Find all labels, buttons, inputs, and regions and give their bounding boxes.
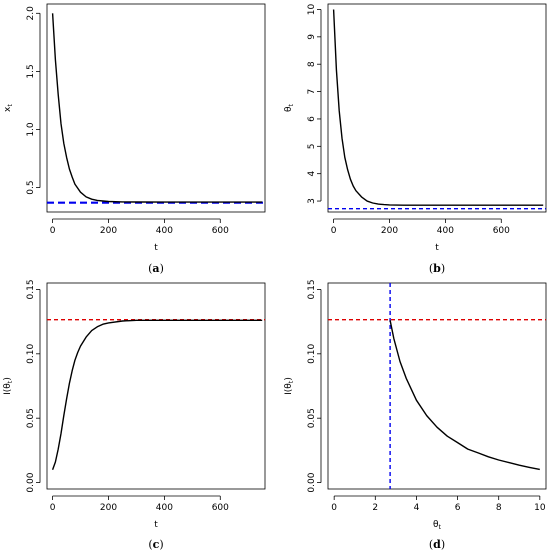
panel-caption: (a) [148, 262, 164, 275]
x-tick-label: 200 [100, 226, 117, 236]
x-tick-label: 400 [437, 226, 454, 236]
y-tick-label: 0.15 [307, 279, 317, 299]
series-line [389, 320, 540, 471]
x-tick-label: 400 [156, 226, 173, 236]
y-axis-label: I(θt) [284, 377, 295, 395]
x-tick-label: 600 [212, 503, 229, 513]
x-tick-label: 0 [331, 503, 337, 513]
x-tick-label: 400 [156, 503, 173, 513]
panel-caption: (c) [148, 538, 163, 551]
y-axis-label: I(θt) [3, 377, 14, 395]
y-tick-label: 0.15 [26, 279, 36, 299]
y-tick-label: 0.00 [26, 472, 36, 492]
y-axis-label: θt [284, 104, 295, 113]
y-tick-label: 7 [307, 89, 317, 95]
x-tick-label: 600 [212, 226, 229, 236]
panel-b: 0 200 400 600 3 4 5 6 7 8 9 10 t θt (b) [284, 3, 547, 275]
x-axis-label: t [154, 243, 158, 253]
series-line [51, 13, 263, 203]
y-tick-label: 1.5 [26, 64, 36, 78]
x-axis-label: θt [433, 520, 442, 531]
panel-a: 0 200 400 600 0.5 1.0 1.5 2.0 t xt (a) [3, 3, 266, 275]
y-tick-label: 0.05 [26, 408, 36, 428]
x-tick-label: 0 [50, 503, 56, 513]
x-tick-label: 10 [534, 503, 546, 513]
x-tick-label: 8 [496, 503, 502, 513]
plot-frame [46, 3, 266, 213]
y-tick-label: 10 [307, 3, 317, 15]
plot-frame [46, 282, 266, 490]
y-tick-label: 9 [307, 34, 317, 40]
x-tick-label: 200 [100, 503, 117, 513]
y-axis-label: xt [3, 104, 14, 112]
panel-d: 0 2 4 6 8 10 0.00 0.05 0.10 0.15 θt I(θt) (d) [284, 279, 547, 551]
y-tick-label: 0.10 [307, 344, 317, 364]
series-line [332, 9, 544, 206]
y-tick-label: 4 [307, 171, 317, 177]
y-tick-label: 0.00 [307, 472, 317, 492]
plot-frame [327, 282, 547, 490]
panel-c: 0 200 400 600 0.00 0.05 0.10 0.15 t I(θt) (c) [3, 279, 266, 551]
y-tick-label: 5 [307, 143, 317, 149]
x-tick-label: 4 [414, 503, 420, 513]
x-tick-label: 200 [381, 226, 398, 236]
x-tick-label: 0 [50, 226, 56, 236]
panel-caption: (d) [429, 538, 445, 551]
series-line [51, 319, 263, 470]
x-axis-label: t [435, 243, 439, 253]
x-tick-label: 0 [331, 226, 337, 236]
y-tick-label: 6 [307, 116, 317, 122]
y-tick-label: 0.10 [26, 344, 36, 364]
y-tick-label: 0.5 [26, 180, 36, 194]
y-tick-label: 1.0 [26, 122, 36, 137]
plot-frame [327, 3, 547, 213]
y-tick-label: 2.0 [26, 6, 36, 21]
x-tick-label: 2 [372, 503, 378, 513]
y-tick-label: 8 [307, 61, 317, 67]
y-tick-label: 3 [307, 198, 317, 204]
y-tick-label: 0.05 [307, 408, 317, 428]
x-tick-label: 600 [493, 226, 510, 236]
x-tick-label: 6 [455, 503, 461, 513]
panel-caption: (b) [429, 262, 445, 275]
x-axis-label: t [154, 520, 158, 530]
